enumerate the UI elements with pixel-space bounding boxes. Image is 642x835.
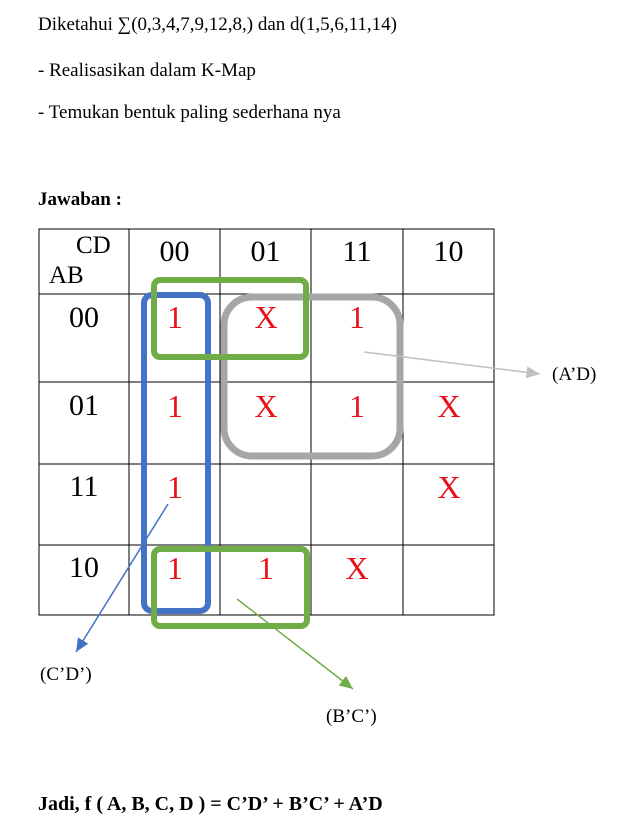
kmap-cell: X xyxy=(345,550,369,586)
result-expression: Jadi, f ( A, B, C, D ) = C’D’ + B’C’ + A… xyxy=(38,793,383,815)
kmap-cell: 1 xyxy=(167,299,183,335)
question-line-1: Diketahui ∑(0,3,4,7,9,12,8,) dan d(1,5,6… xyxy=(38,14,398,35)
col-header-00: 00 xyxy=(159,235,190,268)
kmap-cell: X xyxy=(254,299,278,335)
kmap-cell: 1 xyxy=(258,550,274,586)
group-label-b-prime-c-prime: (B’C’) xyxy=(326,706,377,727)
kmap-cell: 1 xyxy=(167,550,183,586)
col-header-11: 11 xyxy=(342,235,372,268)
kmap-cell: X xyxy=(437,469,461,505)
corner-cd-label: CD xyxy=(76,232,111,259)
group-b-prime-c-prime-bottom xyxy=(151,546,310,629)
col-header-01: 01 xyxy=(250,235,281,268)
kmap-cell: 1 xyxy=(167,469,183,505)
question-line-2: - Realisasikan dalam K-Map xyxy=(38,60,256,81)
corner-ab-label: AB xyxy=(49,262,84,289)
kmap-cell: 1 xyxy=(167,388,183,424)
arrow-c-prime-d-prime xyxy=(75,503,169,653)
col-header-10: 10 xyxy=(433,235,464,268)
group-label-a-prime-d: (A’D) xyxy=(552,364,597,385)
arrow-b-prime-c-prime xyxy=(236,598,354,690)
row-header-11: 11 xyxy=(69,470,99,503)
kmap-cell: 1 xyxy=(349,388,365,424)
kmap-cell: X xyxy=(254,388,278,424)
row-header-01: 01 xyxy=(69,389,99,422)
kmap-cell: X xyxy=(437,388,461,424)
group-label-c-prime-d-prime: (C’D’) xyxy=(40,664,92,685)
group-a-prime-d xyxy=(220,293,404,460)
arrow-a-prime-d xyxy=(363,351,541,379)
answer-heading: Jawaban : xyxy=(38,189,122,210)
kmap-cell: 1 xyxy=(349,299,365,335)
group-c-prime-d-prime xyxy=(141,292,211,614)
group-b-prime-c-prime-top xyxy=(151,277,309,360)
row-header-00: 00 xyxy=(69,301,99,334)
row-header-10: 10 xyxy=(69,551,99,584)
question-line-3: - Temukan bentuk paling sederhana nya xyxy=(38,102,341,123)
